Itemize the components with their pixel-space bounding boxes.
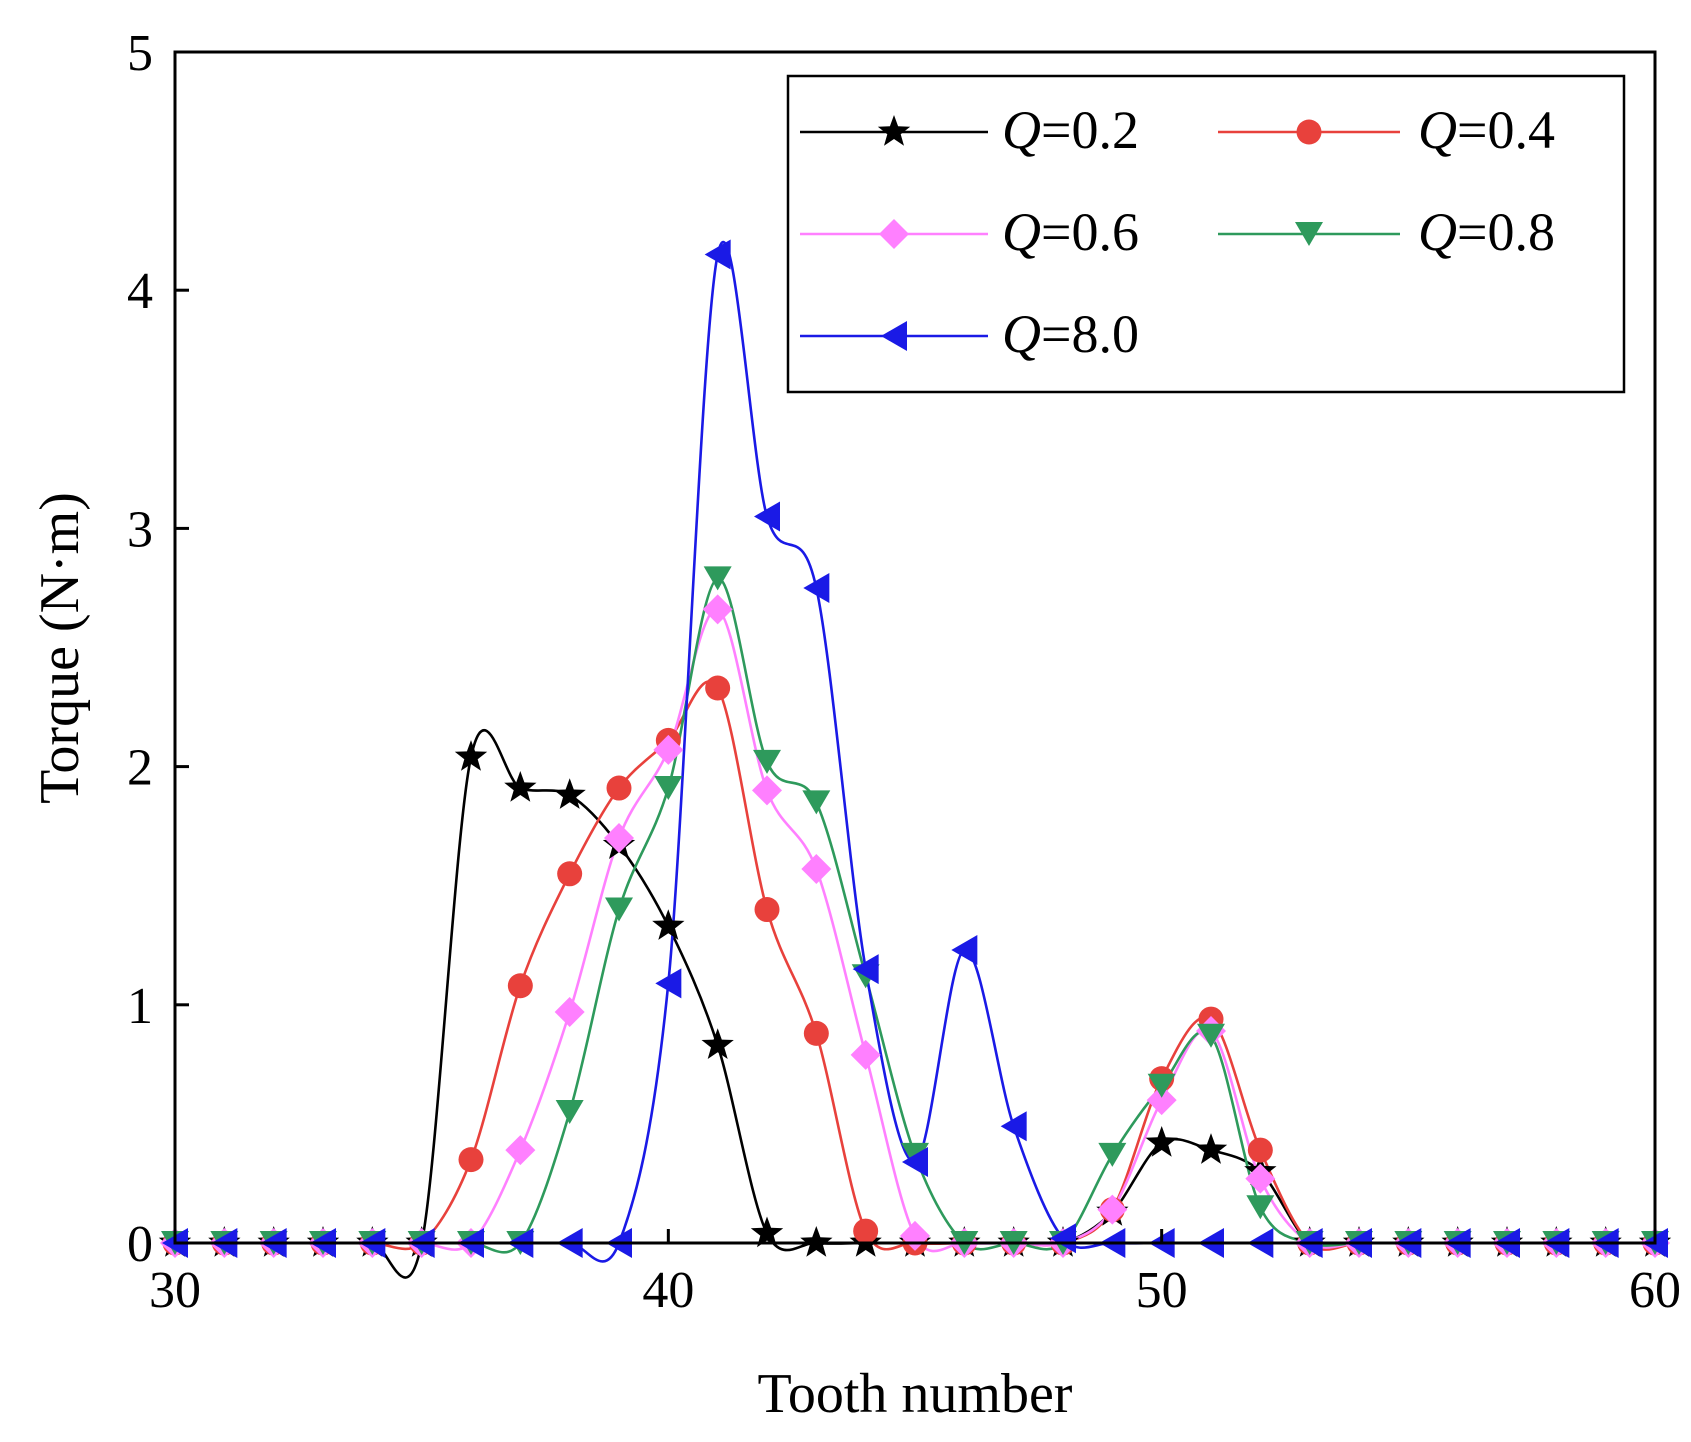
y-tick-label: 4 — [127, 263, 153, 320]
data-point-4-17 — [1000, 1111, 1027, 1142]
data-point-1-7 — [507, 973, 533, 999]
data-point-2-10 — [653, 734, 684, 765]
legend: Q=0.2 Q=0.4 Q=0.6 Q=0.8 Q=8.0 — [786, 74, 1626, 394]
data-point-1-22 — [1247, 1137, 1273, 1163]
legend-entry-2: Q=0.6 — [800, 202, 1139, 262]
data-point-0-13 — [800, 1226, 833, 1257]
data-point-2-19 — [1097, 1194, 1128, 1225]
data-point-3-20 — [1147, 1073, 1176, 1098]
x-tick-label: 60 — [1629, 1262, 1681, 1319]
data-point-4-18 — [1050, 1223, 1076, 1254]
data-point-1-12 — [754, 897, 780, 923]
legend-label-4: Q=8.0 — [1002, 304, 1139, 364]
legend-marker-1 — [1296, 119, 1322, 145]
legend-marker-2 — [879, 219, 909, 249]
y-axis-title: Torque (N·m) — [29, 492, 91, 804]
data-point-3-8 — [555, 1099, 584, 1124]
legend-marker-3 — [1295, 222, 1323, 246]
data-point-4-13 — [803, 572, 830, 603]
data-point-4-14 — [852, 954, 879, 985]
data-point-1-13 — [803, 1020, 829, 1046]
data-point-2-8 — [554, 996, 585, 1027]
data-point-4-15 — [902, 1147, 928, 1178]
y-tick-label: 2 — [127, 740, 153, 797]
y-tick-label: 3 — [127, 501, 153, 558]
y-tick-label: 5 — [127, 25, 153, 82]
data-point-2-13 — [801, 854, 832, 885]
data-point-3-11 — [703, 566, 732, 591]
data-point-4-11 — [704, 239, 731, 270]
data-point-3-12 — [753, 749, 781, 774]
data-point-1-11 — [705, 675, 731, 701]
data-point-2-11 — [702, 594, 733, 625]
x-tick-label: 40 — [642, 1262, 694, 1319]
data-point-2-7 — [505, 1135, 536, 1166]
legend-label-0: Q=0.2 — [1002, 100, 1139, 160]
legend-entry-1: Q=0.4 — [1218, 100, 1555, 160]
legend-marker-4 — [881, 321, 907, 351]
series-line-0 — [174, 729, 1655, 1279]
legend-entry-0: Q=0.2 — [800, 100, 1139, 160]
data-point-3-22 — [1246, 1195, 1275, 1220]
legend-entry-4: Q=8.0 — [800, 304, 1139, 364]
legend-label-3: Q=0.8 — [1418, 202, 1555, 262]
data-point-4-12 — [754, 501, 780, 532]
data-point-2-14 — [850, 1039, 881, 1070]
data-point-3-10 — [654, 776, 683, 801]
axis-ticks: 30 40 50 60 0 1 2 3 4 5 — [127, 25, 1681, 1319]
data-point-4-10 — [655, 968, 682, 999]
x-axis-title: Tooth number — [758, 1363, 1073, 1425]
data-point-3-13 — [802, 790, 831, 815]
series-line-4 — [174, 241, 1655, 1263]
legend-label-1: Q=0.4 — [1418, 100, 1555, 160]
plot-lines — [174, 241, 1655, 1279]
data-point-1-14 — [853, 1218, 879, 1244]
data-point-0-7 — [504, 771, 537, 802]
legend-entry-3: Q=0.8 — [1218, 202, 1555, 262]
data-point-2-20 — [1146, 1085, 1177, 1116]
data-point-3-19 — [1098, 1142, 1127, 1167]
data-point-0-6 — [454, 740, 488, 771]
data-point-4-16 — [951, 935, 978, 966]
data-point-2-9 — [604, 823, 634, 854]
data-point-0-10 — [652, 909, 685, 940]
plot-frame — [173, 50, 1657, 1245]
x-tick-label: 50 — [1136, 1262, 1188, 1319]
data-point-0-12 — [750, 1216, 784, 1248]
y-tick-label: 1 — [127, 978, 153, 1035]
data-point-3-9 — [605, 897, 633, 922]
data-point-1-8 — [557, 861, 583, 887]
data-point-2-22 — [1245, 1163, 1276, 1194]
data-point-1-9 — [606, 775, 632, 801]
data-point-3-21 — [1197, 1023, 1225, 1048]
legend-label-2: Q=0.6 — [1002, 202, 1139, 262]
data-point-0-20 — [1145, 1126, 1178, 1157]
legend-marker-0 — [877, 115, 911, 146]
data-point-0-21 — [1194, 1133, 1228, 1164]
x-tick-label: 30 — [149, 1262, 201, 1319]
data-point-2-12 — [752, 775, 782, 806]
data-point-0-11 — [701, 1028, 734, 1059]
data-point-0-8 — [553, 778, 586, 809]
data-point-1-6 — [458, 1147, 484, 1173]
y-tick-label: 0 — [127, 1216, 153, 1273]
